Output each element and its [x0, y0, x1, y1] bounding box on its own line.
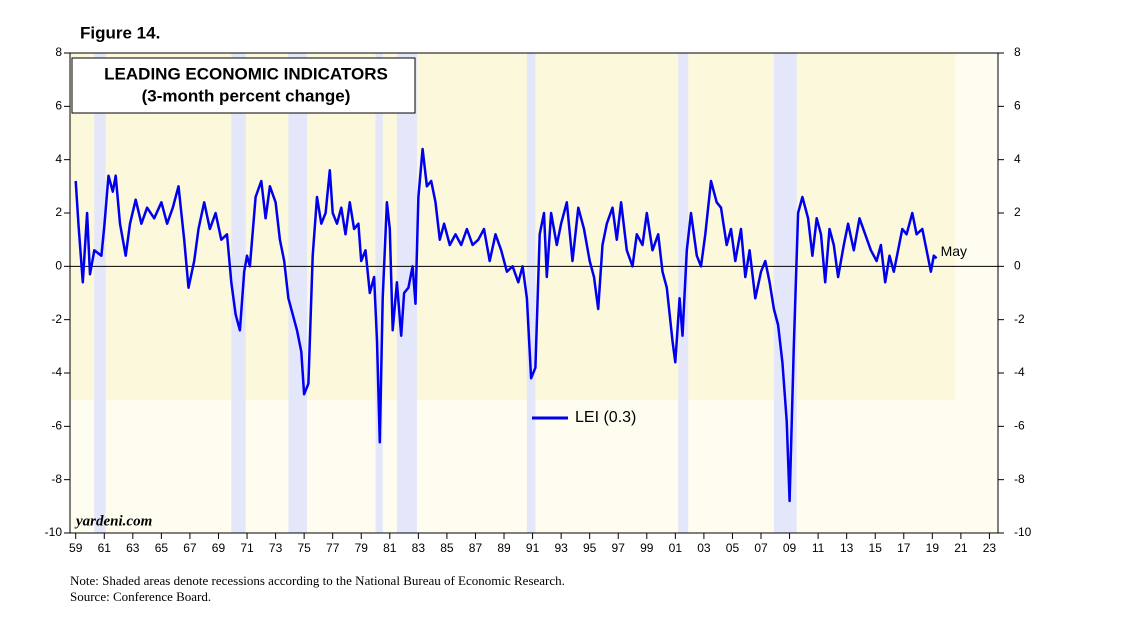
- x-tick-label: 79: [355, 541, 369, 555]
- figure-label: Figure 14.: [80, 23, 160, 42]
- annotation: May: [941, 243, 967, 259]
- title-box: [71, 57, 416, 114]
- recession-band: [375, 53, 383, 533]
- y2-tick-label: -4: [1014, 365, 1025, 379]
- recession-band: [773, 53, 797, 533]
- x-tick-label: 09: [783, 541, 797, 555]
- recession-band: [231, 53, 246, 533]
- x-tick-label: 65: [155, 541, 169, 555]
- x-tick-label: 91: [526, 541, 540, 555]
- x-tick-label: 63: [126, 541, 140, 555]
- lei-line: [74, 147, 938, 503]
- y2-tick-label: -8: [1014, 472, 1025, 486]
- x-tick-label: 97: [612, 541, 626, 555]
- y2-tick-label: 8: [1014, 45, 1021, 59]
- y2-tick-label: -10: [1014, 525, 1032, 539]
- legend-label: LEI (0.3): [575, 409, 636, 426]
- y-tick-label: -2: [51, 312, 62, 326]
- x-tick-label: 89: [497, 541, 511, 555]
- recession-band: [94, 53, 106, 533]
- x-tick-label: 81: [383, 541, 397, 555]
- x-tick-label: 67: [183, 541, 197, 555]
- y-tick-label: 0: [55, 259, 62, 273]
- y2-tick-label: 6: [1014, 99, 1021, 113]
- note: Note: Shaded areas denote recessions acc…: [70, 573, 565, 588]
- chart-title: LEADING ECONOMIC INDICATORS: [104, 64, 388, 83]
- chart-subtitle: (3-month percent change): [142, 86, 351, 105]
- y-tick-label: -8: [51, 472, 62, 486]
- x-tick-label: 71: [240, 541, 254, 555]
- x-tick-label: 73: [269, 541, 283, 555]
- recession-band: [678, 53, 689, 533]
- x-tick-label: 69: [212, 541, 226, 555]
- y2-tick-label: 4: [1014, 152, 1021, 166]
- watermark: yardeni.com: [74, 513, 152, 529]
- x-tick-label: 07: [754, 541, 768, 555]
- y-tick-label: 6: [55, 99, 62, 113]
- x-tick-label: 77: [326, 541, 340, 555]
- y-tick-label: 4: [55, 152, 62, 166]
- x-tick-label: 11: [812, 541, 825, 555]
- recession-band: [288, 53, 307, 533]
- x-tick-label: 13: [840, 541, 854, 555]
- x-tick-label: 59: [69, 541, 83, 555]
- recession-band: [396, 53, 417, 533]
- x-tick-label: 17: [897, 541, 911, 555]
- x-tick-label: 75: [297, 541, 311, 555]
- y-tick-label: -4: [51, 365, 62, 379]
- x-tick-label: 95: [583, 541, 597, 555]
- y-tick-label: 2: [55, 205, 62, 219]
- y-tick-label: 8: [55, 45, 62, 59]
- x-tick-label: 99: [640, 541, 654, 555]
- x-tick-label: 85: [440, 541, 454, 555]
- x-tick-label: 19: [926, 541, 940, 555]
- x-tick-label: 15: [869, 541, 883, 555]
- x-tick-label: 83: [412, 541, 426, 555]
- y-tick-label: -10: [45, 525, 63, 539]
- x-tick-label: 21: [954, 541, 968, 555]
- source: Source: Conference Board.: [70, 589, 211, 604]
- x-tick-label: 05: [726, 541, 740, 555]
- y2-tick-label: 2: [1014, 205, 1021, 219]
- plot-frame: [69, 52, 999, 534]
- x-tick-label: 03: [697, 541, 711, 555]
- x-tick-label: 93: [554, 541, 568, 555]
- x-tick-label: 87: [469, 541, 483, 555]
- y2-tick-label: 0: [1014, 259, 1021, 273]
- x-tick-label: 01: [669, 541, 683, 555]
- x-tick-label: 61: [98, 541, 112, 555]
- y2-tick-label: -6: [1014, 419, 1025, 433]
- y-tick-label: -6: [51, 419, 62, 433]
- recession-band: [526, 53, 536, 533]
- y2-tick-label: -2: [1014, 312, 1025, 326]
- x-tick-label: 23: [983, 541, 997, 555]
